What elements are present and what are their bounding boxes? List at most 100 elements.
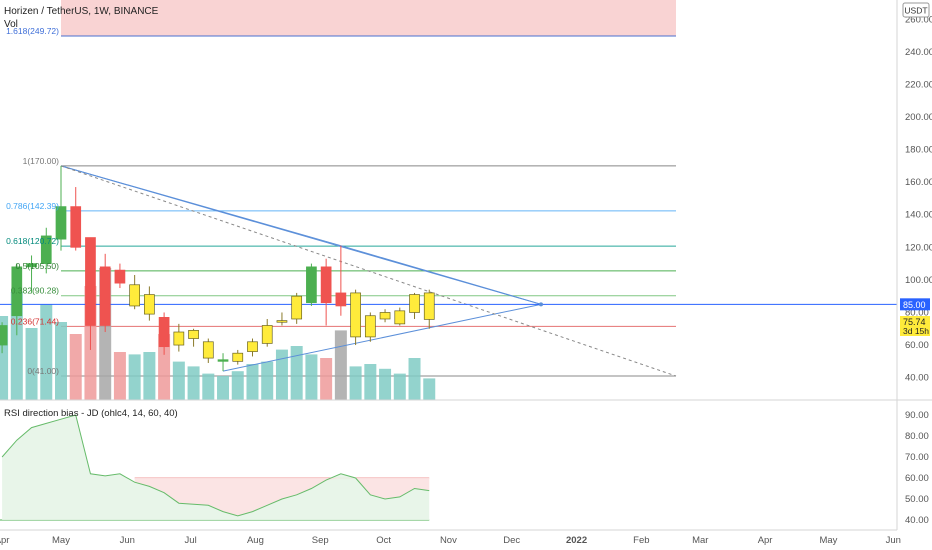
price-tick: 100.00 <box>905 275 932 286</box>
volume-bar <box>143 352 156 400</box>
rsi-tick: 50.00 <box>905 494 929 505</box>
fib-zones <box>61 0 676 377</box>
current-price-badge <box>900 298 930 311</box>
candle-body <box>247 341 258 352</box>
volume-bar <box>158 334 171 400</box>
price-tick: 160.00 <box>905 177 932 188</box>
time-tick: May <box>819 535 837 546</box>
symbol-title[interactable]: Horizen / TetherUS, 1W, BINANCE <box>4 6 159 17</box>
volume-bar <box>113 352 126 400</box>
time-tick: Jun <box>120 535 135 546</box>
candle-body <box>188 330 199 339</box>
volume-bar <box>25 328 38 400</box>
volume-bar <box>69 334 82 400</box>
price-tick: 180.00 <box>905 145 932 156</box>
time-tick: Dec <box>503 535 520 546</box>
rsi-bear-fill <box>134 478 430 516</box>
volume-bar <box>364 364 377 400</box>
candle-body <box>364 315 376 338</box>
volume-bar <box>55 322 67 400</box>
volume-bar <box>128 354 141 400</box>
rsi-tick: 40.00 <box>905 515 929 526</box>
fib-zone-top <box>61 0 676 36</box>
candle-body <box>379 312 391 320</box>
dashed-diagonal <box>60 165 677 377</box>
volume-bar <box>290 346 303 400</box>
volume-bar <box>334 330 347 400</box>
volume-bar <box>305 354 318 400</box>
rsi-tick: 70.00 <box>905 452 929 463</box>
candle-body <box>114 269 126 284</box>
candle-body <box>158 317 170 348</box>
candle-body <box>276 320 288 323</box>
time-tick: May <box>52 535 70 546</box>
candle-body <box>217 359 229 362</box>
fib-label: 0.382(90.28) <box>11 286 59 296</box>
price-tick: 200.00 <box>905 112 932 123</box>
currency-box[interactable] <box>902 2 930 18</box>
indicator-label[interactable]: RSI direction bias - JD (ohlc4, 14, 60, … <box>4 408 178 419</box>
fib-label: 0.236(71.44) <box>11 316 59 326</box>
volume-bar <box>202 373 215 400</box>
candle-body <box>85 237 96 326</box>
price-tick: 40.00 <box>905 373 929 384</box>
price-candles <box>0 165 435 372</box>
fib-label: 1.618(249.72) <box>6 26 59 36</box>
candle-body <box>335 292 347 307</box>
time-tick: Apr <box>758 535 773 546</box>
volume-bar <box>423 378 436 400</box>
candle-body <box>232 352 244 362</box>
time-tick: Aug <box>247 535 264 546</box>
fib-label: 0.5(105.50) <box>16 261 60 271</box>
candle-body <box>306 266 317 304</box>
price-tick: 140.00 <box>905 210 932 221</box>
fib-label: 0.618(120.72) <box>6 236 59 246</box>
volume-bar <box>246 364 259 400</box>
currency-label: USDT <box>904 6 927 16</box>
time-tick: Feb <box>633 535 649 546</box>
candle-body <box>0 325 8 346</box>
volume-bar <box>408 358 421 400</box>
candle-body <box>55 206 67 240</box>
candle-body <box>173 331 185 346</box>
rsi-bull-fill <box>2 415 430 520</box>
candle-body <box>291 295 303 320</box>
trendline-lower <box>222 303 542 372</box>
drawing-lines <box>0 165 897 377</box>
price-tick: 60.00 <box>905 340 929 351</box>
volume-bar <box>349 366 362 400</box>
candle-body <box>202 341 214 359</box>
candle-body <box>261 325 273 344</box>
volume-bar <box>261 361 274 400</box>
time-tick: Oct <box>376 535 391 546</box>
trend-apex <box>539 302 543 307</box>
rsi-pane: 90.00 80.00 70.00 60.00 50.00 40.00 <box>0 410 929 526</box>
candle-body <box>26 263 37 268</box>
time-tick: 2022 <box>566 535 587 546</box>
price-tick: 80.00 <box>905 307 929 318</box>
current-price-text: 85.00 <box>903 300 926 310</box>
fib-label: 0.786(142.39) <box>6 201 59 211</box>
volume-bar <box>231 371 244 400</box>
volume-bar <box>217 376 230 400</box>
candle-body <box>11 266 23 317</box>
volume-bar <box>275 349 288 400</box>
price-tick: 240.00 <box>905 47 932 58</box>
volume-bar <box>10 292 23 400</box>
time-tick: Jul <box>185 535 197 546</box>
time-tick: Mar <box>692 535 708 546</box>
volume-bar <box>172 361 185 400</box>
rsi-line <box>1 414 430 517</box>
volume-bar <box>40 304 53 400</box>
rsi-tick: 90.00 <box>905 410 929 421</box>
candle-body <box>409 294 420 313</box>
candle-body <box>320 266 332 304</box>
vol-label[interactable]: Vol <box>4 19 18 30</box>
close-price-badge <box>900 316 930 336</box>
price-tick: 120.00 <box>905 242 932 253</box>
fib-labels: 0(41.00) 0.236(71.44) 0.382(90.28) 0.5(105.… <box>6 26 59 376</box>
volume-bar <box>0 316 9 400</box>
countdown-text: 3d 15h <box>903 326 929 336</box>
